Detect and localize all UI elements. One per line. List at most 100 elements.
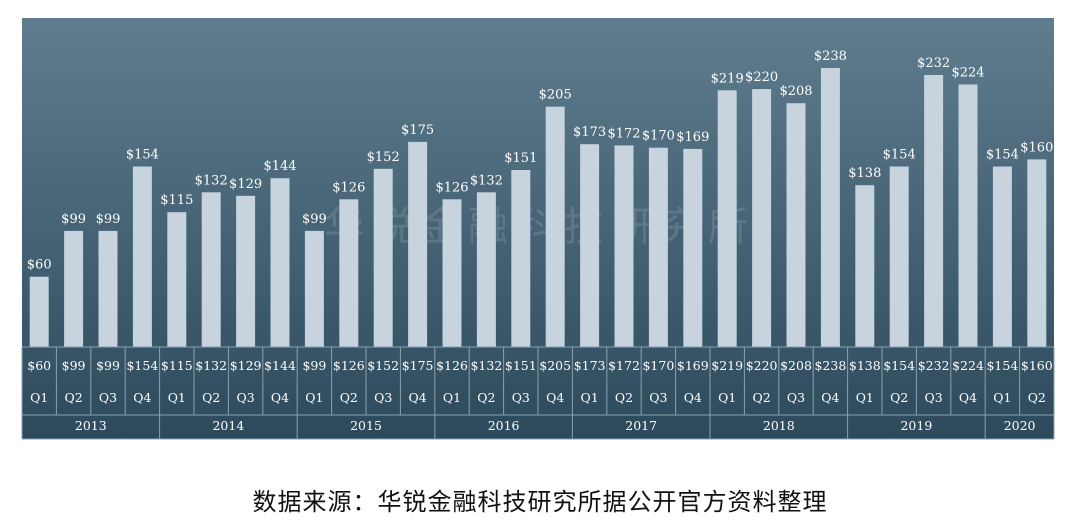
bar-value-label: $219 xyxy=(711,71,744,86)
bar-value-label: $99 xyxy=(96,212,121,227)
bar xyxy=(132,166,152,347)
bar-value-label: $220 xyxy=(745,70,778,85)
bar xyxy=(304,230,324,347)
table-value-cell: $175 xyxy=(402,358,434,373)
quarter-tick-label: Q1 xyxy=(30,390,48,405)
bar-value-label: $144 xyxy=(263,159,296,174)
quarter-tick-label: Q3 xyxy=(512,390,530,405)
quarter-tick-label: Q4 xyxy=(821,390,839,405)
bar-value-label: $160 xyxy=(1020,140,1053,155)
quarter-tick-label: Q1 xyxy=(856,390,874,405)
quarter-tick-label: Q3 xyxy=(236,390,254,405)
bar xyxy=(98,230,118,347)
table-value-cell: $224 xyxy=(952,358,984,373)
bar xyxy=(614,145,634,347)
bar xyxy=(958,84,978,348)
quarter-tick-label: Q2 xyxy=(615,390,633,405)
bar-value-label: $169 xyxy=(676,130,709,145)
bar xyxy=(201,192,221,347)
bar-value-label: $172 xyxy=(607,126,640,141)
table-value-cell: $160 xyxy=(1021,358,1053,373)
chart-panel: 华锐金融科技研究所 $60 $99 $99 $154 $115 $132 $129 $144 $… xyxy=(21,18,1055,440)
bar xyxy=(442,199,462,347)
bar-value-label: $60 xyxy=(27,258,52,273)
table-value-cell: $99 xyxy=(62,358,86,373)
bar-value-label: $224 xyxy=(951,65,984,80)
table-value-cell: $220 xyxy=(746,358,778,373)
bar xyxy=(29,276,49,347)
bar-value-label: $232 xyxy=(917,56,950,71)
data-table: $60 Q1 $99 Q2 $99 Q3 $154 Q4 $115 Q1 $132 Q2 $129 Q3 $… xyxy=(21,346,1055,440)
year-tick-label: 2017 xyxy=(625,418,657,433)
table-value-cell: $144 xyxy=(264,358,296,373)
quarter-tick-label: Q2 xyxy=(340,390,358,405)
quarter-tick-label: Q4 xyxy=(133,390,151,405)
bar xyxy=(236,195,256,347)
bar xyxy=(339,199,359,347)
table-value-cell: $152 xyxy=(367,358,399,373)
quarter-tick-label: Q3 xyxy=(924,390,942,405)
bar-value-label: $151 xyxy=(504,151,537,166)
bar xyxy=(1027,159,1047,347)
table-value-cell: $132 xyxy=(195,358,227,373)
table-value-cell: $170 xyxy=(642,358,674,373)
year-tick-label: 2018 xyxy=(763,418,795,433)
bar-value-label: $129 xyxy=(229,177,262,192)
quarter-tick-label: Q3 xyxy=(99,390,117,405)
table-value-cell: $99 xyxy=(302,358,326,373)
year-tick-label: 2016 xyxy=(488,418,520,433)
bar-value-label: $99 xyxy=(61,212,86,227)
bar-value-label: $154 xyxy=(883,148,916,163)
table-value-cell: $173 xyxy=(574,358,606,373)
bar-value-label: $208 xyxy=(779,84,812,99)
bar-value-label: $205 xyxy=(539,88,572,103)
bar xyxy=(752,89,772,347)
bar-chart: 华锐金融科技研究所 $60$99 $99$154$115$132 $129$144$… xyxy=(21,18,1055,440)
year-tick-label: 2020 xyxy=(1004,418,1036,433)
bar-value-label: $132 xyxy=(470,173,503,188)
table-value-cell: $219 xyxy=(711,358,743,373)
table-value-cell: $151 xyxy=(505,358,537,373)
table-value-cell: $154 xyxy=(126,358,158,373)
watermark-text: 华锐金融科技研究所 xyxy=(324,204,756,250)
quarter-tick-label: Q1 xyxy=(305,390,323,405)
bar xyxy=(889,166,909,347)
year-tick-label: 2019 xyxy=(900,418,932,433)
quarter-tick-label: Q2 xyxy=(477,390,495,405)
table-value-cell: $154 xyxy=(986,358,1018,373)
quarter-tick-label: Q4 xyxy=(271,390,289,405)
bar-value-label: $115 xyxy=(160,193,193,208)
bar-value-label: $175 xyxy=(401,123,434,138)
source-note: 数据来源：华锐金融科技研究所据公开官方资料整理 xyxy=(252,488,828,516)
bar xyxy=(167,212,187,347)
table-value-cell: $126 xyxy=(333,358,365,373)
bar xyxy=(270,178,290,347)
bar xyxy=(717,90,737,348)
year-tick-label: 2015 xyxy=(350,418,382,433)
quarter-tick-label: Q4 xyxy=(959,390,977,405)
table-value-cell: $208 xyxy=(780,358,812,373)
bar xyxy=(786,103,806,347)
quarter-tick-label: Q2 xyxy=(752,390,770,405)
table-value-cell: $232 xyxy=(918,358,950,373)
bar-value-label: $152 xyxy=(367,150,400,165)
quarter-tick-label: Q3 xyxy=(787,390,805,405)
table-value-cell: $169 xyxy=(677,358,709,373)
table-value-cell: $138 xyxy=(849,358,881,373)
bar xyxy=(648,147,668,347)
quarter-tick-label: Q1 xyxy=(443,390,461,405)
bar-value-label: $154 xyxy=(126,148,159,163)
year-tick-label: 2013 xyxy=(75,418,107,433)
quarter-tick-label: Q1 xyxy=(993,390,1011,405)
table-value-cell: $172 xyxy=(608,358,640,373)
quarter-tick-label: Q4 xyxy=(408,390,426,405)
quarter-tick-label: Q3 xyxy=(374,390,392,405)
quarter-tick-label: Q4 xyxy=(684,390,702,405)
bar-value-label: $99 xyxy=(302,212,327,227)
quarter-tick-label: Q2 xyxy=(64,390,82,405)
bar-value-label: $173 xyxy=(573,125,606,140)
table-value-cell: $205 xyxy=(539,358,571,373)
quarter-tick-label: Q3 xyxy=(649,390,667,405)
table-value-cell: $60 xyxy=(27,358,51,373)
quarter-tick-label: Q4 xyxy=(546,390,564,405)
